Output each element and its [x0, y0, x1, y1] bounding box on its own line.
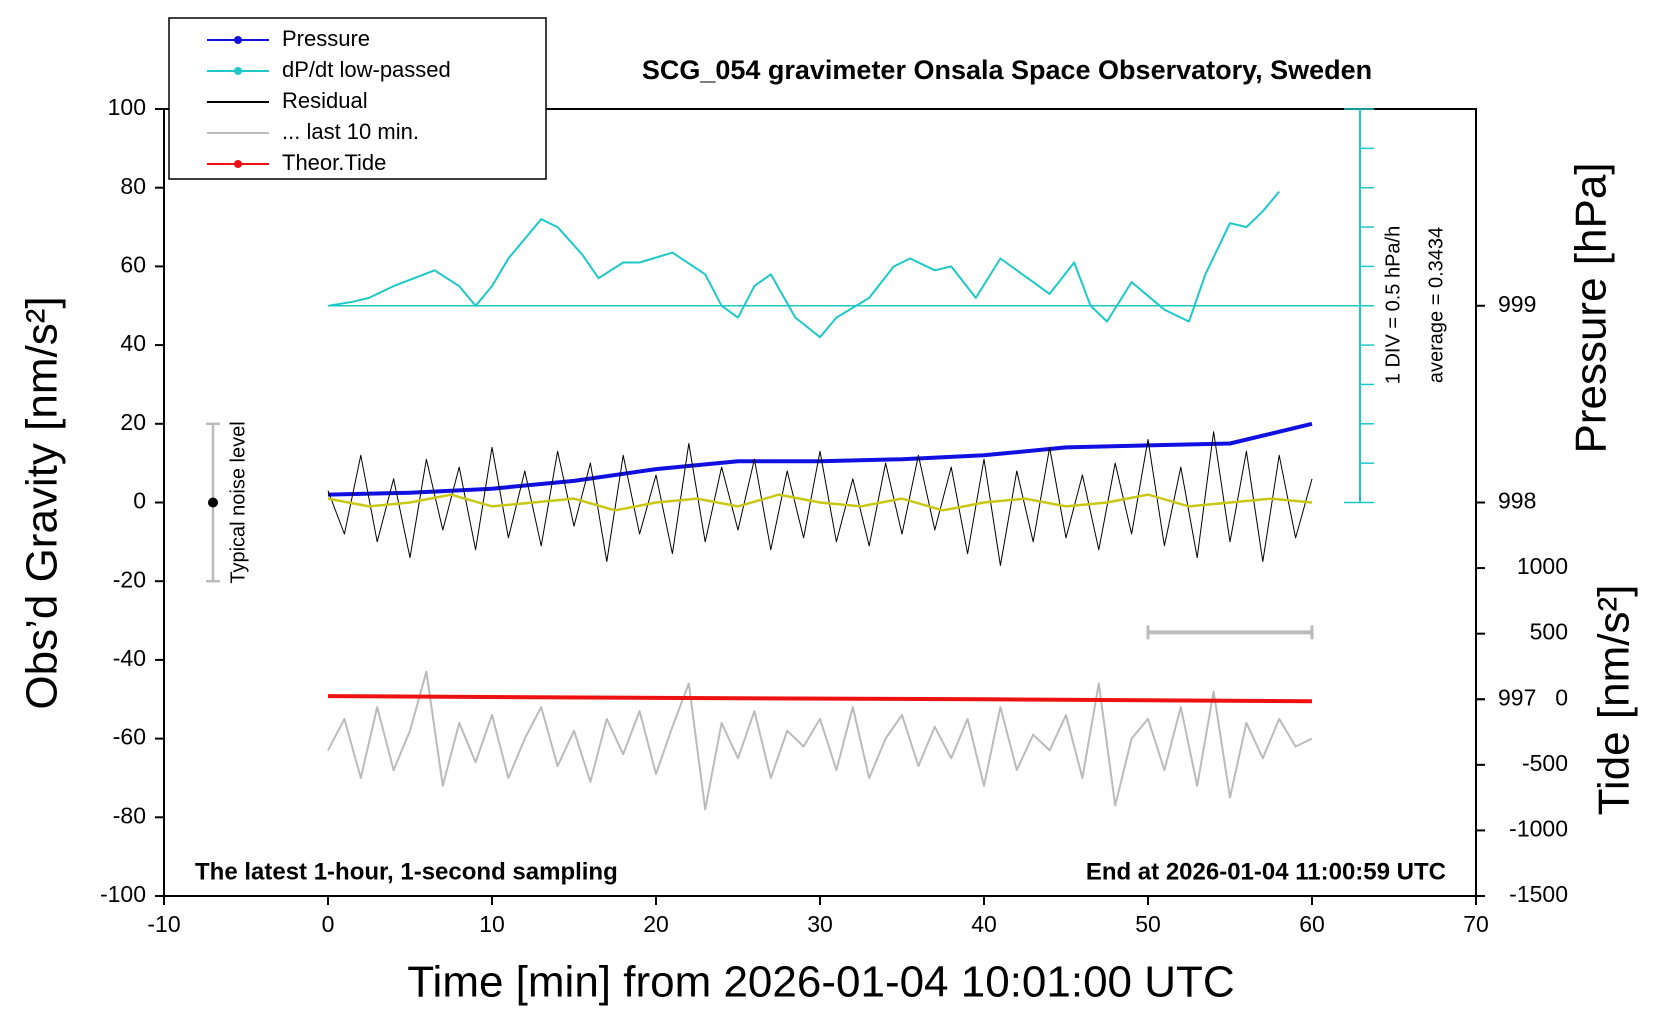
x-tick-label: 50 — [1135, 911, 1161, 937]
y-tick-label: -100 — [100, 881, 146, 907]
x-tick-label: 30 — [807, 911, 833, 937]
legend-marker — [234, 160, 242, 168]
note: The latest 1-hour, 1-second sampling — [195, 858, 618, 885]
legend-label: ... last 10 min. — [282, 119, 419, 144]
y-axis-title: Obs’d Gravity [nm/s²] — [18, 296, 67, 709]
y3-axis-title: Tide [nm/s²] — [1590, 585, 1639, 816]
y3-tick-label: 0 — [1555, 684, 1568, 710]
pressure-note: 1 DIV = 0.5 hPa/h — [1382, 226, 1404, 384]
legend-label: dP/dt low-passed — [282, 57, 451, 82]
legend-marker — [234, 67, 242, 75]
y-tick-label: -20 — [113, 566, 146, 592]
y-tick-label: 100 — [108, 94, 146, 120]
legend-label: Residual — [282, 88, 368, 113]
x-tick-label: 10 — [479, 911, 505, 937]
y3-tick-label: 1000 — [1517, 553, 1568, 579]
y-tick-label: 20 — [120, 409, 146, 435]
y-tick-label: 80 — [120, 173, 146, 199]
pressure-note: average = 0.3434 — [1425, 227, 1447, 383]
chart-title: SCG_054 gravimeter Onsala Space Observat… — [642, 55, 1372, 85]
noise-center — [208, 497, 218, 508]
y-tick-label: -80 — [113, 802, 146, 828]
series-line — [327, 431, 1313, 566]
legend-marker — [234, 36, 242, 44]
y-tick-label: -60 — [113, 724, 146, 750]
series-line — [327, 421, 1313, 497]
y2-tick-label: 997 — [1498, 684, 1536, 710]
x-tick-label: 20 — [643, 911, 669, 937]
legend-label: Pressure — [282, 26, 370, 51]
y-tick-label: 40 — [120, 330, 146, 356]
series-line — [327, 694, 1313, 704]
y3-tick-label: 500 — [1530, 619, 1568, 645]
legend-label: Theor.Tide — [282, 150, 386, 175]
x-tick-label: 70 — [1463, 911, 1489, 937]
legend-box — [168, 17, 547, 180]
x-tick-label: 0 — [322, 911, 335, 937]
y-tick-label: 60 — [120, 251, 146, 277]
series-line — [327, 190, 1280, 339]
y-tick-label: -40 — [113, 645, 146, 671]
y2-axis-title: Pressure [hPa] — [1567, 162, 1616, 453]
y3-tick-label: -1000 — [1509, 815, 1568, 841]
x-tick-label: -10 — [147, 911, 180, 937]
y3-tick-label: -1500 — [1509, 881, 1568, 907]
y2-tick-label: 999 — [1498, 291, 1536, 317]
noise-label: Typical noise level — [227, 421, 249, 583]
y2-tick-label: 998 — [1498, 488, 1536, 514]
y3-tick-label: -500 — [1522, 750, 1568, 776]
smoothed-line — [327, 493, 1313, 512]
x-tick-label: 60 — [1299, 911, 1325, 937]
y-tick-label: 0 — [133, 488, 146, 514]
series-line — [327, 670, 1313, 811]
x-axis-title: Time [min] from 2026-01-04 10:01:00 UTC — [407, 958, 1234, 1007]
note: End at 2026-01-04 11:00:59 UTC — [1086, 858, 1446, 885]
x-tick-label: 40 — [971, 911, 997, 937]
